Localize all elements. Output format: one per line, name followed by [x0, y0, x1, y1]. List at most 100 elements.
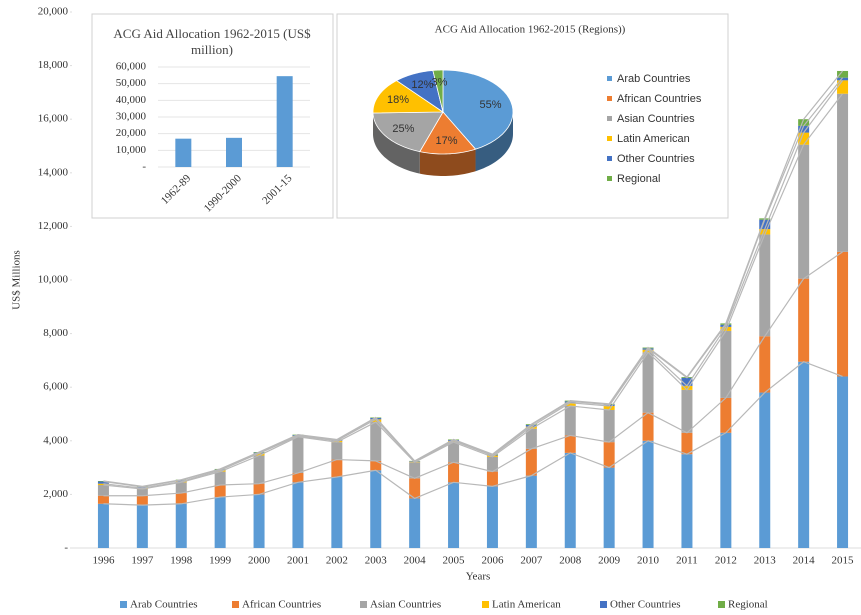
bar-segment — [409, 498, 421, 548]
bar-segment — [331, 459, 343, 477]
x-tick-label: 2002 — [326, 555, 348, 567]
bar — [175, 138, 192, 167]
pie-label: 25% — [392, 123, 414, 135]
y-tick-label: 10,000 — [38, 274, 69, 286]
y-tick-label: 4,000 — [43, 434, 68, 446]
legend-swatch — [232, 601, 239, 608]
bar-segment — [720, 397, 732, 433]
legend-swatch — [607, 156, 612, 161]
y-tick-label: 12,000 — [38, 220, 69, 232]
bar-segment — [759, 392, 771, 548]
legend-label: African Countries — [617, 93, 702, 105]
bar-segment — [837, 376, 849, 548]
connector-line — [103, 70, 844, 487]
bar-segment — [97, 495, 109, 504]
legend-label: Asian Countries — [370, 599, 441, 611]
bar-segment — [448, 482, 460, 548]
bar-segment — [292, 472, 304, 483]
bar-segment — [837, 77, 849, 81]
bar-segment — [564, 452, 576, 548]
bar-segment — [136, 486, 148, 489]
bar-segment — [798, 278, 810, 362]
bar-segment — [525, 428, 537, 449]
y-tick-label: 60,000 — [116, 61, 147, 73]
bar-segment — [214, 470, 226, 472]
bar-segment — [720, 330, 732, 398]
bar-segment — [331, 476, 343, 548]
bar-segment — [448, 442, 460, 463]
x-tick-label: 2001 — [287, 555, 309, 567]
legend-swatch — [718, 601, 725, 608]
bar-segment — [175, 480, 187, 482]
pie-title: ACG Aid Allocation 1962-2015 (Regions)) — [435, 24, 626, 36]
bar-segment — [642, 440, 654, 548]
pie-side — [373, 113, 420, 174]
x-axis-title: Years — [466, 571, 491, 583]
bar-segment — [292, 482, 304, 548]
x-tick-label: 1999 — [209, 555, 232, 567]
pie-slice — [419, 111, 477, 155]
y-tick-label: 10,000 — [116, 144, 147, 156]
bar-segment — [136, 489, 148, 496]
bar-segment — [370, 470, 382, 548]
bar-segment — [253, 453, 265, 456]
bar-segment — [175, 503, 187, 548]
y-tick-label: 6,000 — [43, 381, 68, 393]
bar-segment — [214, 485, 226, 498]
legend-swatch — [120, 601, 127, 608]
bar-segment — [331, 442, 343, 460]
bar-segment — [603, 405, 615, 410]
bar-segment — [564, 435, 576, 453]
pie-slice — [372, 80, 445, 114]
y-tick-label: 8,000 — [43, 327, 68, 339]
legend-label: Arab Countries — [617, 73, 691, 85]
bar-segment — [603, 442, 615, 468]
x-tick-label: 2003 — [365, 555, 388, 567]
x-tick-label: 2009 — [598, 555, 621, 567]
pie-label: 55% — [480, 99, 502, 111]
bar-segment — [292, 436, 304, 473]
bar-segment — [603, 409, 615, 443]
bar-segment — [603, 467, 615, 548]
bar-segment — [253, 494, 265, 548]
x-tick-label: 2007 — [520, 555, 543, 567]
y-tick-label: 20,000 — [38, 6, 69, 18]
connector-line — [103, 79, 844, 489]
pie-label: 3% — [431, 77, 447, 89]
x-tick-label: 1998 — [170, 555, 193, 567]
legend-swatch — [360, 601, 367, 608]
bar-segment — [642, 352, 654, 413]
legend-swatch — [607, 76, 612, 81]
legend-swatch — [600, 601, 607, 608]
y-tick-label: 18,000 — [38, 59, 69, 71]
y-tick-label: 2,000 — [43, 488, 68, 500]
x-tick-label: 1997 — [131, 555, 154, 567]
pie-slice — [372, 111, 444, 153]
bar-segment — [486, 471, 498, 487]
legend-label: Other Countries — [617, 153, 695, 165]
bar-segment — [409, 478, 421, 499]
legend-label: African Countries — [242, 599, 321, 611]
bar-segment — [798, 132, 810, 145]
bar-segment — [720, 326, 732, 331]
bar-segment — [798, 125, 810, 133]
bar-segment — [448, 462, 460, 483]
y-tick-label: 14,000 — [38, 166, 69, 178]
bar-segment — [759, 219, 771, 230]
x-tick-label: 2011 — [676, 555, 698, 567]
bar-segment — [486, 456, 498, 472]
y-tick-label: 20,000 — [116, 127, 147, 139]
legend-label: Latin American — [492, 599, 561, 611]
legend-label: Latin American — [617, 133, 690, 145]
legend-label: Other Countries — [610, 599, 681, 611]
bar-segment — [642, 349, 654, 353]
bar-segment — [370, 422, 382, 461]
bar-segment — [525, 475, 537, 548]
x-tick-label: 2010 — [637, 555, 660, 567]
x-tick-label: 2012 — [715, 555, 737, 567]
bar-segment — [837, 80, 849, 94]
connector-line — [103, 251, 843, 497]
bar-segment — [370, 460, 382, 471]
bar-segment — [681, 389, 693, 433]
